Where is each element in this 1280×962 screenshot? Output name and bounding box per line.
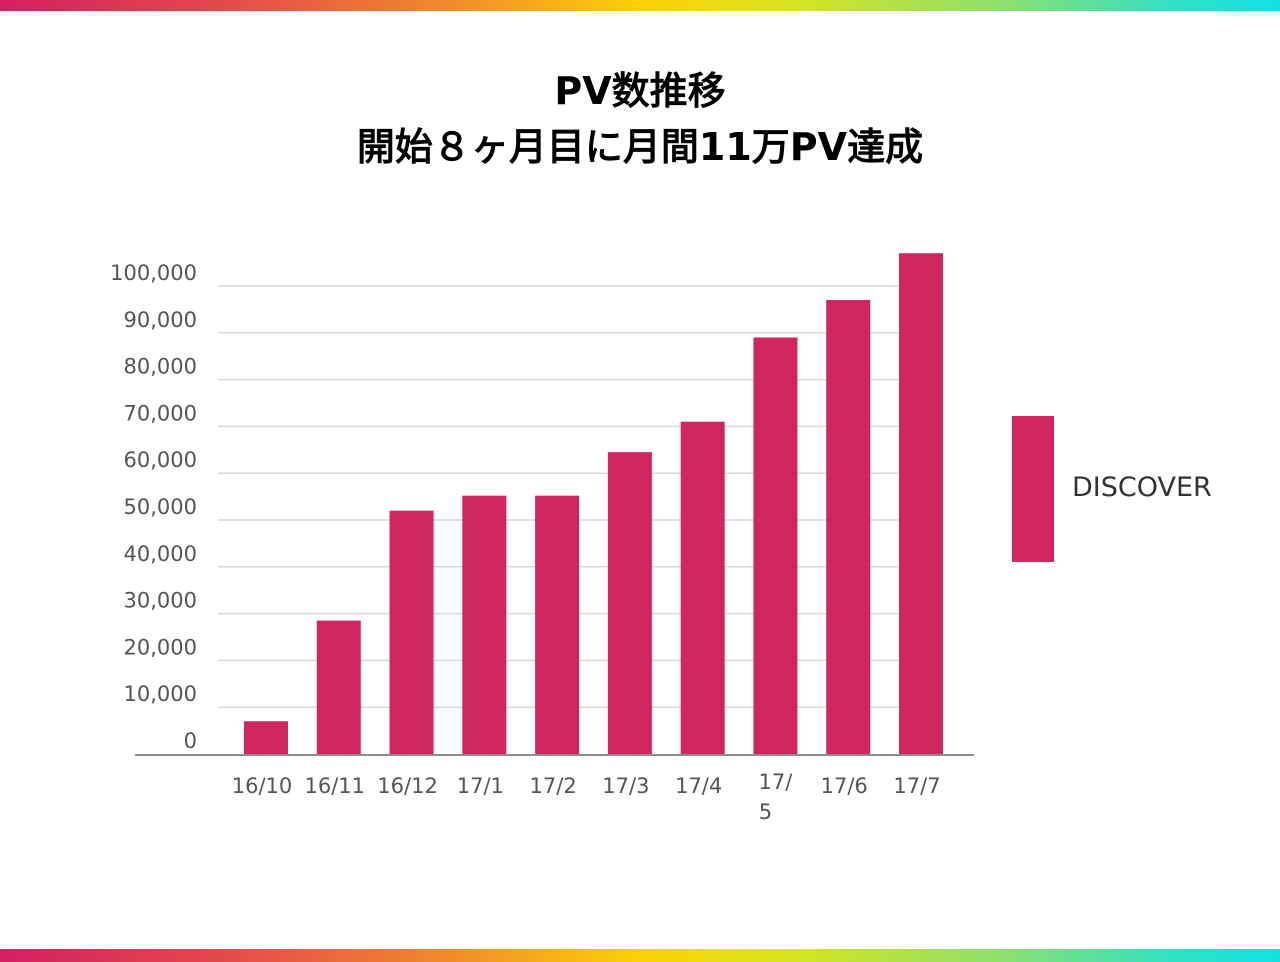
bar-17-6 — [826, 300, 871, 754]
bar-17-1 — [462, 495, 507, 754]
y-tick-label: 30,000 — [124, 589, 197, 613]
y-tick-label: 0 — [184, 729, 197, 753]
top-gradient-stripe — [0, 0, 1280, 11]
bar-16-11 — [316, 620, 361, 754]
x-tick-label: 17/3 — [602, 774, 649, 798]
chart-subtitle: 開始８ヶ月目に月間11万PV達成 — [356, 125, 924, 169]
x-tick-label: 17/7 — [893, 774, 940, 798]
x-tick-label: 16/12 — [377, 774, 438, 798]
y-tick-label: 70,000 — [124, 401, 197, 425]
y-tick-label: 40,000 — [124, 542, 197, 566]
bar-16-10 — [244, 721, 288, 754]
legend-swatch-discover — [1012, 416, 1054, 562]
x-tick-label: 17/2 — [530, 774, 577, 798]
x-tick-label: 16/10 — [232, 774, 293, 798]
bar-17-4 — [680, 421, 725, 754]
bars — [244, 253, 943, 755]
bar-17-3 — [607, 452, 652, 754]
y-tick-label: 50,000 — [124, 495, 197, 519]
legend-label-discover: DISCOVER — [1072, 472, 1212, 503]
x-tick-labels: 16/10 16/11 16/12 17/1 17/2 17/3 17/4 17/5 17/6 1… — [232, 770, 941, 824]
x-tick-label: 17/6 — [821, 774, 868, 798]
y-tick-label: 60,000 — [124, 448, 197, 472]
bar-17-2 — [535, 495, 580, 754]
x-tick-label: 17/1 — [457, 774, 504, 798]
bar-17-5 — [753, 337, 798, 754]
y-tick-label: 90,000 — [124, 308, 197, 332]
y-tick-labels: 0 10,000 20,000 30,000 40,000 50,000 60,000 70,… — [110, 261, 197, 753]
chart-title: PV数推移 — [554, 69, 726, 113]
x-tick-label: 17/4 — [675, 774, 722, 798]
x-tick-label: 17/5 — [759, 770, 794, 824]
x-tick-label: 16/11 — [305, 774, 366, 798]
y-tick-label: 10,000 — [124, 682, 197, 706]
bar-17-7 — [899, 253, 943, 755]
y-tick-label: 100,000 — [110, 261, 197, 285]
y-tick-label: 80,000 — [124, 355, 197, 379]
y-tick-label: 20,000 — [124, 635, 197, 659]
bottom-gradient-stripe — [0, 949, 1280, 962]
bar-16-12 — [389, 510, 434, 754]
